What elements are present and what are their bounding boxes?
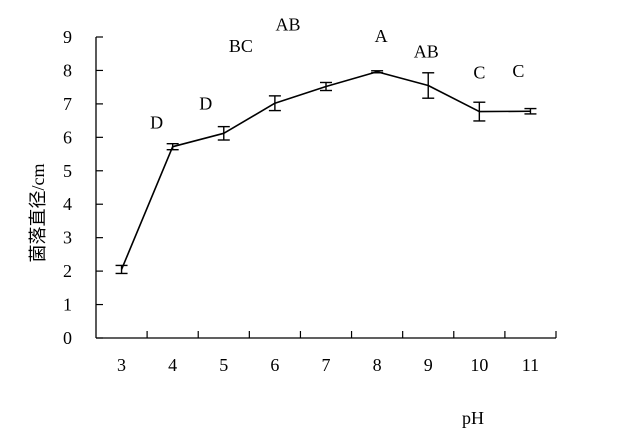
significance-letter: D xyxy=(199,93,212,113)
error-bar xyxy=(268,95,281,112)
x-tick-label: 7 xyxy=(322,355,331,375)
y-tick-label: 0 xyxy=(63,328,72,348)
y-tick-label: 2 xyxy=(63,261,72,281)
series-layer xyxy=(120,70,531,270)
y-axis: 0 1 2 3 4 5 6 7 8 9 xyxy=(63,27,103,348)
y-tick-label: 5 xyxy=(63,161,72,181)
y-tick-label: 7 xyxy=(63,94,72,114)
y-tick-label: 9 xyxy=(63,27,72,47)
error-bar xyxy=(422,72,435,99)
error-bars xyxy=(115,70,537,275)
x-tick-label: 11 xyxy=(522,355,539,375)
x-tick-label: 4 xyxy=(168,355,177,375)
significance-letter: D xyxy=(150,113,163,133)
significance-letter: C xyxy=(512,61,524,81)
significance-letter: AB xyxy=(414,41,439,61)
x-tick-label: 8 xyxy=(373,355,382,375)
x-tick-label: 3 xyxy=(117,355,126,375)
y-ticks: 0 1 2 3 4 5 6 7 8 9 xyxy=(63,27,103,348)
series-line xyxy=(120,70,531,270)
x-axis: 3 4 5 6 7 8 9 10 11 xyxy=(96,331,557,375)
error-bar xyxy=(371,70,384,74)
significance-letter: C xyxy=(473,63,485,83)
x-ticks: 3 4 5 6 7 8 9 10 11 xyxy=(117,331,557,375)
error-bar xyxy=(524,107,537,115)
error-bar xyxy=(473,101,486,122)
error-bar xyxy=(320,81,332,92)
y-tick-label: 3 xyxy=(63,228,72,248)
y-tick-label: 1 xyxy=(63,295,72,315)
x-tick-label: 9 xyxy=(424,355,433,375)
x-tick-label: 10 xyxy=(470,355,488,375)
x-axis-label: pH xyxy=(462,408,484,428)
y-tick-label: 6 xyxy=(63,127,72,147)
y-tick-label: 4 xyxy=(63,194,72,214)
y-axis-label: 菌落直径/cm xyxy=(28,164,48,263)
significance-letter: AB xyxy=(275,14,300,34)
x-tick-label: 6 xyxy=(270,355,279,375)
significance-letter: BC xyxy=(229,36,253,56)
significance-letter: A xyxy=(375,26,388,46)
significance-letters: D D BC AB A AB C C xyxy=(150,14,524,132)
error-bar xyxy=(217,125,230,141)
error-bar xyxy=(115,264,128,275)
x-tick-label: 5 xyxy=(219,355,228,375)
y-tick-label: 8 xyxy=(63,60,72,80)
error-bar xyxy=(166,142,179,151)
